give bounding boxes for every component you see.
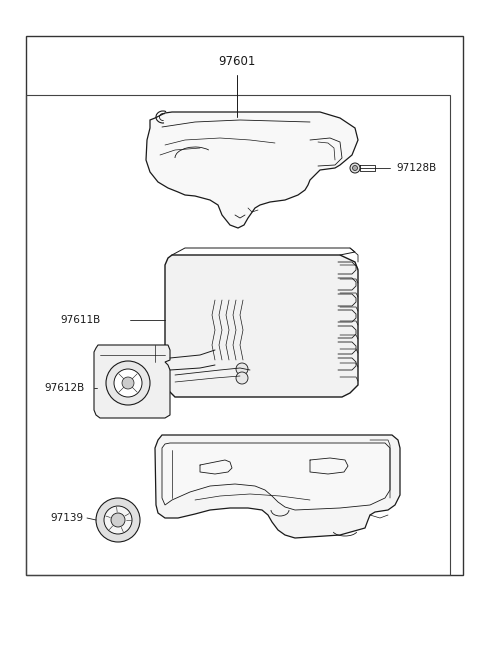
Circle shape <box>111 513 125 527</box>
Circle shape <box>106 361 150 405</box>
Text: 97139: 97139 <box>50 513 83 523</box>
Text: 97611B: 97611B <box>60 315 100 325</box>
Text: 97128B: 97128B <box>396 163 436 173</box>
Circle shape <box>350 163 360 173</box>
Circle shape <box>352 166 358 171</box>
Polygon shape <box>155 435 400 538</box>
Circle shape <box>236 363 248 375</box>
Text: 97612B: 97612B <box>44 383 84 393</box>
Polygon shape <box>162 443 390 510</box>
Circle shape <box>122 377 134 389</box>
Circle shape <box>96 498 140 542</box>
Circle shape <box>114 369 142 397</box>
Circle shape <box>236 372 248 384</box>
Polygon shape <box>94 345 170 418</box>
Text: 97601: 97601 <box>218 55 256 68</box>
Polygon shape <box>165 255 358 397</box>
Polygon shape <box>146 112 358 228</box>
Bar <box>26 36 463 575</box>
Circle shape <box>104 506 132 534</box>
Bar <box>26 95 450 575</box>
